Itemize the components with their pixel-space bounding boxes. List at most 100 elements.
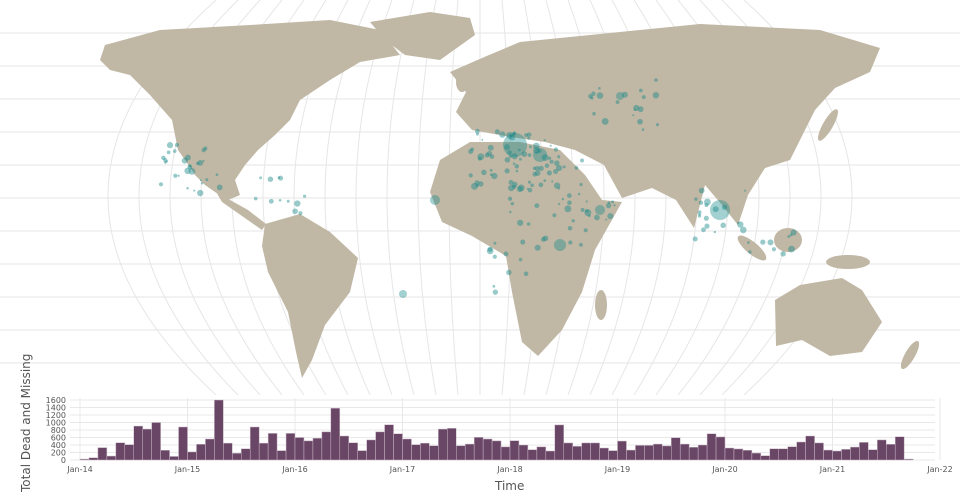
incident-marker[interactable] [527, 180, 532, 184]
incident-marker[interactable] [615, 100, 620, 104]
bar[interactable] [88, 457, 99, 461]
incident-marker[interactable] [577, 192, 581, 196]
incident-marker[interactable] [517, 148, 521, 152]
bar[interactable] [635, 445, 645, 461]
incident-marker[interactable] [789, 233, 793, 237]
bar[interactable] [751, 452, 762, 461]
incident-marker[interactable] [509, 134, 516, 141]
incident-marker[interactable] [713, 230, 717, 234]
incident-marker[interactable] [492, 284, 496, 288]
incident-marker[interactable] [592, 111, 596, 116]
incident-marker[interactable] [518, 184, 525, 192]
bar[interactable] [877, 439, 887, 461]
incident-marker[interactable] [205, 178, 209, 182]
incident-marker[interactable] [165, 160, 169, 163]
incident-marker[interactable] [196, 161, 200, 166]
world-map[interactable] [0, 0, 960, 395]
incident-marker[interactable] [574, 165, 579, 170]
incident-marker[interactable] [302, 194, 307, 198]
incident-marker[interactable] [268, 198, 274, 204]
incident-marker[interactable] [692, 236, 698, 242]
bar[interactable] [142, 428, 152, 461]
incident-marker[interactable] [557, 155, 561, 159]
incident-marker[interactable] [481, 138, 484, 141]
incident-marker[interactable] [704, 203, 709, 208]
incident-marker[interactable] [201, 148, 206, 153]
incident-marker[interactable] [598, 86, 601, 90]
bar[interactable] [348, 442, 358, 461]
bar[interactable] [644, 445, 654, 461]
incident-marker[interactable] [468, 149, 474, 155]
bar[interactable] [482, 438, 493, 461]
incident-marker[interactable] [585, 200, 588, 203]
incident-marker[interactable] [512, 181, 518, 188]
incident-marker[interactable] [542, 235, 549, 242]
incident-marker[interactable] [489, 173, 493, 176]
incident-marker[interactable] [166, 150, 171, 155]
bar[interactable] [679, 443, 690, 461]
incident-marker[interactable] [508, 154, 513, 159]
bar[interactable] [581, 442, 591, 461]
incident-marker[interactable] [487, 144, 494, 151]
incident-marker[interactable] [510, 201, 515, 206]
incident-marker[interactable] [489, 168, 493, 172]
incident-marker[interactable] [534, 244, 541, 251]
incident-marker[interactable] [533, 148, 547, 162]
incident-marker[interactable] [186, 187, 189, 190]
bar[interactable] [545, 450, 556, 461]
incident-marker[interactable] [530, 183, 534, 188]
incident-marker[interactable] [549, 144, 552, 147]
bar[interactable] [151, 422, 161, 461]
bar[interactable] [285, 433, 296, 461]
incident-marker[interactable] [568, 240, 573, 245]
incident-marker[interactable] [184, 167, 191, 175]
incident-marker[interactable] [491, 172, 498, 180]
incident-marker[interactable] [504, 157, 511, 163]
bar[interactable] [312, 438, 323, 461]
incident-marker[interactable] [518, 157, 522, 161]
bar[interactable] [671, 437, 681, 461]
incident-marker[interactable] [596, 92, 604, 99]
incident-marker[interactable] [567, 225, 573, 231]
bar[interactable] [303, 440, 314, 461]
incident-marker[interactable] [747, 241, 750, 244]
bar[interactable] [214, 399, 224, 461]
incident-marker[interactable] [547, 156, 552, 160]
incident-marker[interactable] [737, 221, 740, 224]
incident-marker[interactable] [492, 254, 497, 259]
incident-marker[interactable] [503, 133, 527, 157]
incident-marker[interactable] [712, 206, 719, 213]
incident-marker[interactable] [637, 118, 643, 125]
incident-marker[interactable] [527, 136, 531, 140]
bar[interactable] [554, 424, 565, 461]
incident-marker[interactable] [278, 175, 284, 181]
bar[interactable] [796, 441, 806, 461]
incident-marker[interactable] [298, 211, 303, 216]
incident-marker[interactable] [492, 289, 499, 295]
incident-marker[interactable] [526, 187, 529, 191]
incident-marker[interactable] [584, 209, 592, 217]
incident-marker[interactable] [509, 134, 512, 137]
incident-marker[interactable] [538, 182, 544, 188]
incident-marker[interactable] [477, 153, 485, 161]
incident-marker[interactable] [187, 164, 193, 170]
incident-marker[interactable] [641, 128, 645, 131]
incident-marker[interactable] [507, 150, 512, 155]
bar[interactable] [894, 436, 905, 461]
bar[interactable] [590, 442, 600, 461]
incident-marker[interactable] [743, 189, 746, 192]
incident-marker[interactable] [583, 228, 588, 233]
incident-marker[interactable] [515, 169, 519, 173]
incident-marker[interactable] [477, 156, 482, 161]
incident-marker[interactable] [517, 219, 524, 226]
incident-marker[interactable] [591, 91, 596, 97]
bar[interactable] [536, 446, 547, 461]
bar[interactable] [420, 442, 430, 461]
incident-marker[interactable] [203, 146, 208, 151]
bar[interactable] [249, 426, 260, 461]
incident-marker[interactable] [161, 155, 166, 161]
incident-marker[interactable] [277, 176, 281, 179]
incident-marker[interactable] [484, 152, 490, 158]
incident-marker[interactable] [197, 160, 204, 166]
incident-marker[interactable] [177, 174, 180, 177]
